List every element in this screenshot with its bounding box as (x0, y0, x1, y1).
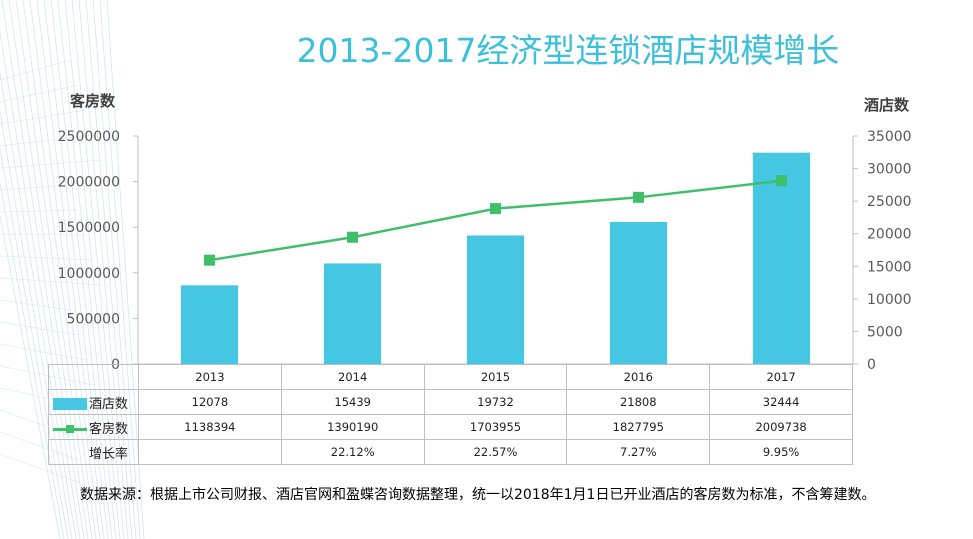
table-cell-value: 32444 (709, 389, 853, 415)
legend-hotels: 酒店数 (48, 389, 139, 415)
table-cell-value: 1390190 (280, 414, 425, 440)
data-table: 2013 2014 2015 2016 2017 酒店数 12078 15439… (48, 364, 853, 465)
left-tick-label: 1000000 (58, 266, 120, 282)
right-tick-label: 20000 (867, 227, 912, 243)
room-count-marker (204, 254, 215, 266)
table-cell-value: 1827795 (566, 414, 711, 440)
source-note: 数据来源：根据上市公司财报、酒店官网和盈蝶咨询数据整理，统一以2018年1月1日… (80, 487, 876, 503)
right-axis-title: 酒店数 (864, 96, 910, 114)
right-tick-label: 15000 (867, 259, 912, 275)
table-row-growth: 增长率 22.12% 22.57% 7.27% 9.95% (48, 439, 853, 465)
table-cell-value: 12078 (138, 389, 282, 415)
table-cell-value: 15439 (280, 389, 425, 415)
table-cell-value: 9.95% (709, 439, 853, 465)
table-row-hotels: 酒店数 12078 15439 19732 21808 32444 (48, 389, 853, 415)
hotel-count-bar (466, 235, 525, 364)
table-cell-year: 2015 (423, 364, 568, 390)
table-cell-value: 19732 (423, 389, 568, 415)
table-header-row: 2013 2014 2015 2016 2017 (48, 364, 853, 390)
table-cell-value: 1703955 (423, 414, 568, 440)
table-cell-year: 2014 (280, 364, 425, 390)
table-row-rooms: 客房数 1138394 1390190 1703955 1827795 2009… (48, 414, 853, 440)
hotel-count-bar (752, 152, 811, 364)
table-cell-year: 2016 (566, 364, 711, 390)
table-cell-year: 2017 (709, 364, 853, 390)
legend-rooms-label: 客房数 (89, 421, 129, 437)
right-tick-label: 25000 (867, 194, 912, 210)
right-tick-label: 30000 (867, 162, 912, 178)
room-count-marker (490, 203, 501, 215)
table-corner-cell (48, 364, 139, 390)
table-cell-value: 21808 (566, 389, 711, 415)
line-legend-swatch (53, 423, 87, 435)
table-cell-value: 2009738 (709, 414, 853, 440)
table-cell-value: 22.12% (280, 439, 425, 465)
right-tick-label: 5000 (867, 324, 903, 340)
left-tick-label: 500000 (67, 311, 120, 327)
left-tick-label: 2500000 (58, 129, 120, 145)
hotel-count-bar (609, 221, 668, 364)
right-tick-label: 10000 (867, 292, 912, 308)
table-cell-value: 7.27% (566, 439, 711, 465)
hotel-count-bar (180, 285, 239, 364)
right-tick-label: 35000 (867, 129, 912, 145)
room-count-marker (776, 175, 787, 187)
left-tick-label: 2000000 (58, 175, 120, 191)
table-cell-value: 1138394 (138, 414, 282, 440)
table-cell-value: 22.57% (423, 439, 568, 465)
table-cell-year: 2013 (138, 364, 282, 390)
hotel-count-bar (323, 263, 382, 364)
table-cell-value (138, 439, 282, 465)
legend-hotels-label: 酒店数 (89, 396, 129, 412)
left-tick-label: 1500000 (58, 220, 120, 236)
left-axis-title: 客房数 (70, 92, 116, 110)
right-tick-label: 0 (867, 357, 876, 373)
chart-title: 2013-2017经济型连锁酒店规模增长 (296, 31, 840, 70)
room-count-marker (633, 191, 644, 203)
growth-row-label: 增长率 (48, 439, 139, 465)
legend-rooms: 客房数 (48, 414, 139, 440)
room-count-marker (347, 231, 358, 243)
bar-legend-swatch (53, 398, 87, 410)
